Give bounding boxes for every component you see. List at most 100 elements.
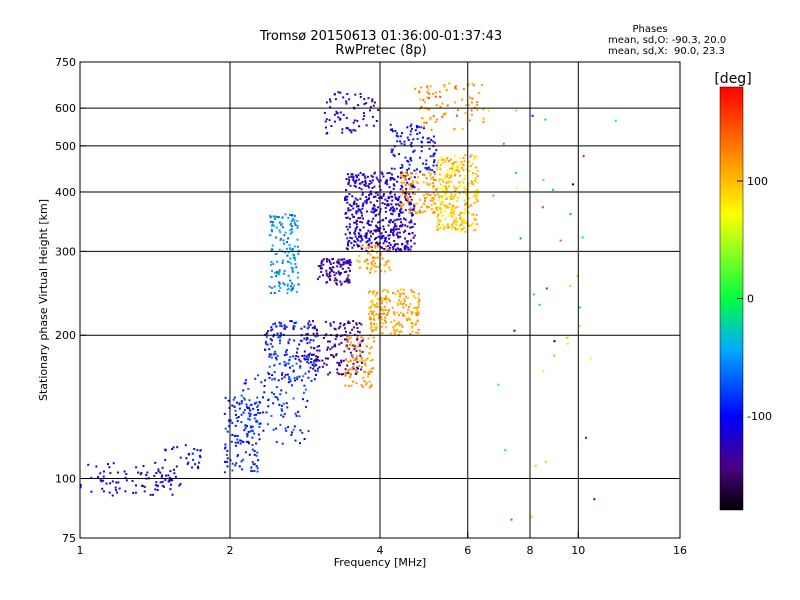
data-point bbox=[281, 442, 284, 445]
data-point bbox=[249, 404, 252, 406]
data-point bbox=[360, 366, 363, 368]
data-point bbox=[373, 319, 376, 322]
data-point bbox=[455, 219, 458, 222]
x-tick-label: 6 bbox=[464, 544, 471, 557]
data-point bbox=[364, 181, 367, 184]
data-point bbox=[353, 326, 355, 329]
data-point bbox=[234, 441, 237, 444]
data-point bbox=[456, 114, 458, 117]
data-point bbox=[289, 279, 292, 282]
data-point bbox=[114, 489, 117, 492]
data-point bbox=[311, 363, 314, 366]
data-point bbox=[399, 218, 402, 221]
data-point bbox=[400, 207, 403, 210]
data-point bbox=[359, 92, 362, 95]
data-point bbox=[482, 120, 485, 123]
data-point bbox=[418, 209, 421, 212]
data-point bbox=[243, 398, 246, 401]
data-point bbox=[471, 213, 473, 216]
data-point bbox=[393, 324, 396, 327]
data-point bbox=[280, 404, 283, 407]
data-point bbox=[406, 296, 409, 299]
data-point bbox=[123, 470, 126, 473]
data-point bbox=[464, 230, 467, 233]
data-point bbox=[383, 203, 386, 206]
data-point bbox=[281, 377, 283, 380]
data-point bbox=[224, 443, 227, 446]
data-point bbox=[337, 91, 340, 94]
data-point bbox=[344, 338, 347, 341]
data-point bbox=[360, 234, 363, 237]
data-point bbox=[436, 208, 439, 211]
data-point bbox=[346, 195, 349, 198]
data-point bbox=[272, 224, 275, 227]
data-point bbox=[406, 317, 409, 320]
data-point bbox=[274, 322, 276, 325]
data-point bbox=[430, 177, 433, 180]
data-point bbox=[358, 322, 361, 325]
data-point bbox=[445, 196, 448, 199]
data-point bbox=[236, 438, 239, 441]
data-point bbox=[433, 161, 435, 164]
data-point bbox=[271, 244, 274, 247]
data-point bbox=[439, 203, 442, 206]
data-point bbox=[411, 226, 414, 228]
data-point bbox=[378, 196, 381, 199]
data-point bbox=[430, 197, 433, 200]
data-point bbox=[359, 96, 362, 98]
data-point bbox=[273, 353, 276, 356]
data-point bbox=[410, 212, 413, 215]
data-point bbox=[387, 203, 390, 206]
data-point bbox=[348, 176, 351, 179]
data-point bbox=[329, 100, 332, 103]
data-point bbox=[272, 215, 275, 218]
data-point bbox=[370, 210, 373, 213]
data-point bbox=[473, 84, 476, 87]
data-point bbox=[342, 324, 345, 327]
data-point bbox=[443, 204, 446, 206]
data-point bbox=[296, 220, 299, 222]
data-point bbox=[313, 327, 316, 330]
data-point bbox=[265, 411, 268, 414]
data-point bbox=[377, 213, 380, 216]
data-point bbox=[464, 221, 467, 224]
data-point bbox=[348, 223, 351, 226]
data-point bbox=[365, 124, 368, 127]
data-point bbox=[367, 375, 369, 378]
data-point bbox=[247, 388, 250, 390]
data-point bbox=[453, 212, 456, 215]
data-point bbox=[373, 305, 376, 308]
data-point bbox=[397, 199, 399, 202]
data-point bbox=[357, 345, 360, 348]
data-point bbox=[373, 205, 376, 208]
data-point bbox=[426, 96, 429, 99]
data-point bbox=[409, 130, 412, 133]
data-point bbox=[255, 401, 258, 404]
data-point bbox=[569, 285, 572, 288]
data-point bbox=[256, 396, 259, 399]
data-point bbox=[348, 321, 351, 324]
data-point bbox=[125, 473, 128, 475]
data-point bbox=[386, 260, 389, 263]
data-point bbox=[399, 211, 402, 214]
data-point bbox=[553, 340, 556, 343]
data-point bbox=[196, 449, 199, 452]
data-point bbox=[273, 218, 276, 221]
data-point bbox=[407, 198, 410, 201]
data-point bbox=[236, 455, 239, 458]
data-point bbox=[410, 325, 413, 328]
data-point bbox=[355, 179, 358, 182]
data-point bbox=[387, 224, 390, 227]
data-point bbox=[347, 182, 350, 185]
data-point bbox=[292, 397, 295, 400]
data-point bbox=[365, 383, 368, 386]
data-point bbox=[322, 337, 325, 339]
data-point bbox=[283, 325, 286, 328]
data-point bbox=[384, 198, 387, 201]
data-point bbox=[169, 470, 172, 473]
data-point bbox=[353, 244, 355, 247]
data-point bbox=[251, 429, 254, 432]
data-point bbox=[445, 187, 448, 190]
data-point bbox=[366, 240, 369, 243]
